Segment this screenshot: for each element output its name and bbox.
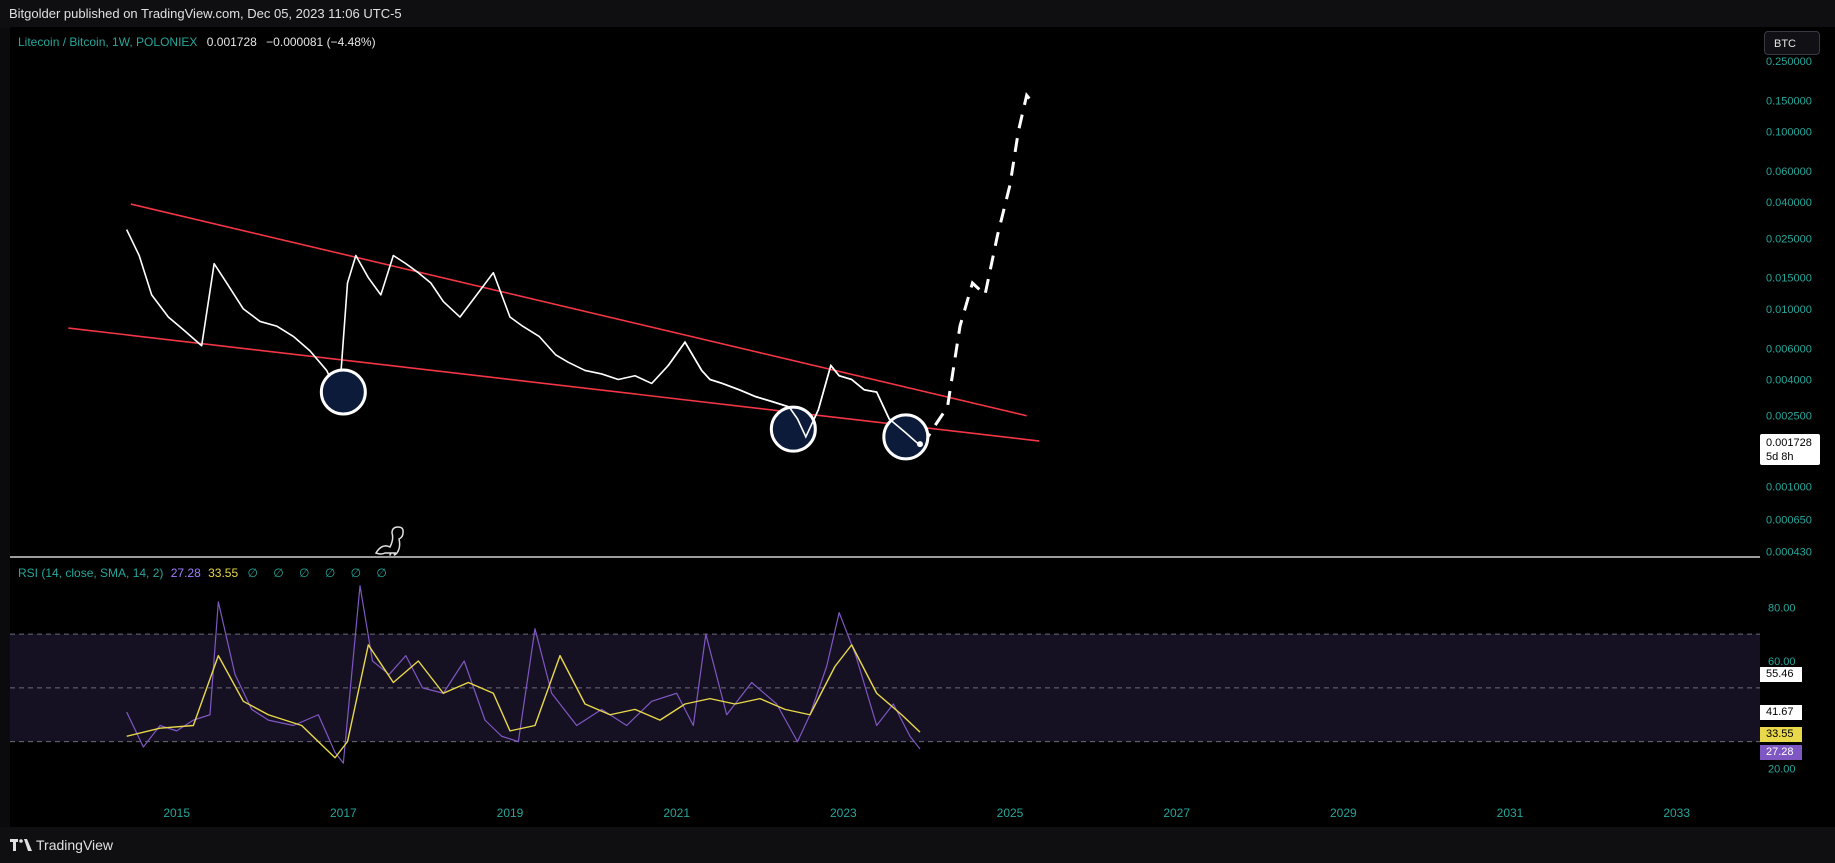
main-legend[interactable]: Litecoin / Bitcoin, 1W, POLONIEX 0.00172… <box>18 35 376 49</box>
footer-bar: TradingView <box>0 827 1835 863</box>
tradingview-logo[interactable]: TradingView <box>10 837 113 853</box>
price-tag: 0.001728 5d 8h <box>1760 434 1820 465</box>
price-change: −0.000081 (−4.48%) <box>266 35 376 49</box>
rsi-upper-tag: 55.46 <box>1760 667 1802 682</box>
rsi-upper-tag-text: 55.46 <box>1766 668 1794 680</box>
currency-label: BTC <box>1774 38 1796 50</box>
currency-button[interactable]: BTC <box>1764 31 1820 55</box>
rsi-sma-value: 33.55 <box>208 566 239 580</box>
last-price: 0.001728 <box>206 35 257 49</box>
rsi-value: 27.28 <box>170 566 201 580</box>
rsi-null-values: ∅ ∅ ∅ ∅ ∅ ∅ <box>247 566 393 580</box>
rsi-lower-tag: 41.67 <box>1760 705 1802 720</box>
price-tag-countdown: 5d 8h <box>1766 451 1794 463</box>
rsi-sma-tag: 33.55 <box>1760 727 1802 742</box>
rsi-value-tag: 27.28 <box>1760 745 1802 760</box>
publisher-bar: Bitgolder published on TradingView.com, … <box>0 0 1835 28</box>
rsi-value-tag-text: 27.28 <box>1766 746 1794 758</box>
chart-frame[interactable] <box>10 27 1835 827</box>
rsi-label: RSI (14, close, SMA, 14, 2) <box>18 566 164 580</box>
price-tag-value: 0.001728 <box>1766 437 1812 449</box>
tradingview-logo-icon <box>10 839 32 851</box>
rsi-sma-tag-text: 33.55 <box>1766 728 1794 740</box>
rsi-lower-tag-text: 41.67 <box>1766 706 1794 718</box>
brand-label: TradingView <box>36 837 114 853</box>
rsi-legend[interactable]: RSI (14, close, SMA, 14, 2) 27.28 33.55 … <box>18 566 393 580</box>
publisher-line: Bitgolder published on TradingView.com, … <box>9 6 402 21</box>
symbol-label: Litecoin / Bitcoin, 1W, POLONIEX <box>18 35 198 49</box>
